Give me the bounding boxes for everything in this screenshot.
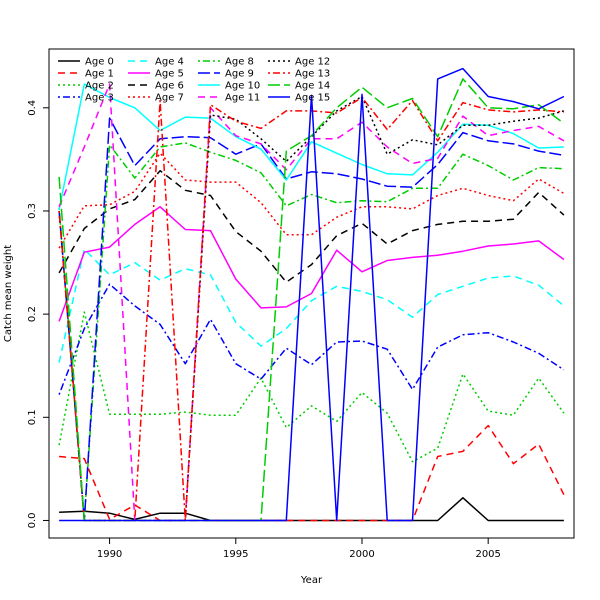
legend-label: Age 7 [155, 93, 184, 104]
y-axis: 0.0 0.1 0.2 0.3 0.4 [27, 100, 50, 529]
series-line-age-8 [58, 142, 564, 521]
series-line-age-7 [58, 152, 565, 249]
x-tick-label: 2000 [349, 549, 374, 560]
y-axis-title: Catch mean weight [3, 245, 14, 342]
x-axis: 1990 1995 2000 2005 [97, 537, 501, 560]
x-axis-title: Year [300, 575, 323, 586]
legend-label: Age 12 [295, 57, 330, 68]
x-tick-label: 1990 [97, 549, 122, 560]
series-line-age-12 [58, 95, 565, 522]
series-line-age-13 [58, 96, 564, 522]
legend-label: Age 10 [225, 81, 260, 92]
series-line-age-2 [58, 311, 565, 463]
legend-label: Age 6 [155, 81, 184, 92]
legend-label: Age 15 [295, 93, 330, 104]
legend-label: Age 11 [225, 93, 260, 104]
legend-label: Age 4 [155, 57, 184, 68]
series-line-age-15 [59, 67, 565, 522]
series-line-age-4 [58, 248, 565, 363]
y-tick-label: 0.3 [27, 203, 38, 219]
series-line-age-5 [58, 206, 565, 322]
legend-label: Age 9 [225, 69, 254, 80]
y-tick-label: 0.4 [27, 100, 38, 116]
series-line-age-9 [58, 117, 565, 522]
x-tick-label: 2005 [475, 549, 500, 560]
series-lines [58, 67, 565, 522]
y-tick-label: 0.1 [27, 409, 38, 425]
legend-label: Age 0 [85, 57, 114, 68]
y-tick-label: 0.2 [27, 306, 38, 322]
legend-label: Age 1 [85, 69, 114, 80]
legend-label: Age 3 [85, 93, 114, 104]
series-line-age-6 [58, 169, 565, 283]
legend-label: Age 2 [85, 81, 114, 92]
series-line-age-1 [59, 424, 565, 522]
series-line-age-3 [58, 283, 565, 395]
x-tick-label: 1995 [223, 549, 248, 560]
y-tick-label: 0.0 [27, 513, 38, 529]
legend-label: Age 5 [155, 69, 184, 80]
legend-label: Age 14 [295, 81, 330, 92]
legend-label: Age 8 [225, 57, 254, 68]
legend-label: Age 13 [295, 69, 330, 80]
